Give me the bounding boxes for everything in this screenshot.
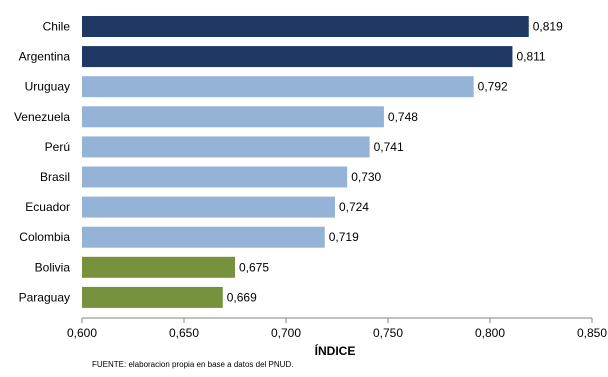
x-tick-label: 0,750	[373, 326, 403, 340]
bar-5	[82, 166, 348, 188]
value-label: 0,819	[533, 20, 563, 34]
value-label: 0,792	[478, 80, 508, 94]
bar-8	[82, 256, 235, 278]
bar-2	[82, 76, 474, 98]
source-note: FUENTE: elaboracion propia en base a dat…	[92, 360, 294, 369]
x-ticks-group: 0,600 0,650 0,700 0,750 0,800 0,850	[67, 318, 607, 340]
value-label: 0,669	[227, 290, 257, 304]
bar-7	[82, 226, 325, 248]
x-axis-title: ÍNDICE	[315, 343, 356, 358]
category-labels-group: Chile Argentina Uruguay Venezuela Perú Brasil…	[14, 20, 70, 305]
category-label: Brasil	[40, 170, 70, 184]
category-label: Colombia	[19, 230, 70, 244]
bar-0	[82, 16, 529, 37]
value-label: 0,719	[329, 230, 359, 244]
value-label: 0,741	[374, 140, 404, 154]
x-tick-label: 0,600	[67, 326, 97, 340]
category-label: Uruguay	[25, 80, 70, 94]
category-label: Venezuela	[14, 110, 70, 124]
x-tick-label: 0,850	[577, 326, 607, 340]
bar-3	[82, 106, 384, 128]
category-label: Paraguay	[19, 290, 70, 304]
value-labels-group: 0,819 0,811 0,792 0,748 0,741 0,730 0,724 0,719…	[227, 20, 563, 305]
bar-9	[82, 286, 223, 308]
category-label: Perú	[45, 140, 70, 154]
value-label: 0,748	[388, 110, 418, 124]
category-label: Argentina	[19, 50, 71, 64]
bar-4	[82, 136, 370, 158]
value-label: 0,675	[239, 260, 269, 274]
value-label: 0,811	[516, 50, 545, 64]
category-label: Bolivia	[35, 260, 71, 274]
bar-6	[82, 196, 335, 218]
value-label: 0,724	[339, 200, 369, 214]
x-tick-label: 0,800	[475, 326, 505, 340]
bars-group	[82, 16, 529, 308]
x-tick-label: 0,650	[169, 326, 199, 340]
category-label: Chile	[43, 20, 71, 34]
x-tick-label: 0,700	[271, 326, 301, 340]
bar-1	[82, 46, 513, 68]
category-label: Ecuador	[25, 200, 70, 214]
value-label: 0,730	[351, 170, 381, 184]
